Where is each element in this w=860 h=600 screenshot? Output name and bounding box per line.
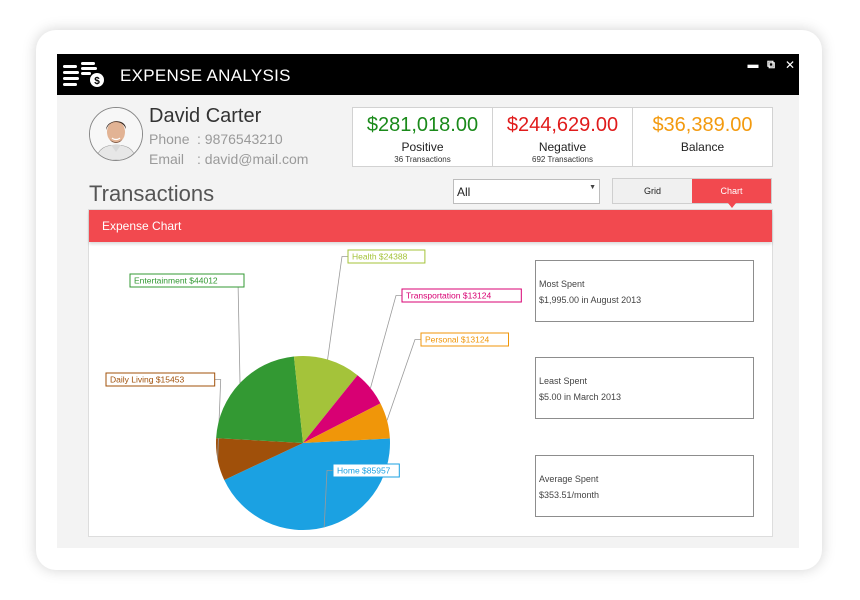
label-connector — [237, 280, 244, 383]
email-line: Email : david@mail.com — [149, 151, 308, 167]
phone-value: : 9876543210 — [197, 131, 283, 147]
user-avatar-icon — [90, 108, 142, 160]
slice-label-box — [401, 288, 522, 303]
slice-label-entertainment: Entertainment $44012 — [134, 276, 218, 286]
email-label: Email — [149, 151, 185, 167]
least-spent-card: Least Spent $5.00 in March 2013 — [535, 357, 754, 419]
restore-button[interactable]: ⧉ — [767, 59, 775, 71]
slice-label-box — [105, 372, 216, 387]
slice-label-box — [129, 273, 245, 288]
panel-title: Expense Chart — [102, 219, 182, 233]
pie-slice-home[interactable] — [224, 438, 390, 530]
chart-view-button[interactable]: Chart — [692, 179, 771, 208]
pie-slice-health[interactable] — [293, 356, 358, 443]
average-spent-label: Average Spent — [539, 474, 599, 484]
positive-transactions: 36 Transactions — [394, 155, 451, 164]
stats-summary: $281,018.00 Positive 36 Transactions $24… — [352, 107, 773, 167]
positive-amount: $281,018.00 — [366, 114, 479, 136]
phone-label: Phone — [149, 131, 190, 147]
most-spent-card: Most Spent $1,995.00 in August 2013 — [535, 260, 754, 322]
slice-label-box — [347, 249, 426, 264]
label-connector — [370, 295, 402, 389]
svg-text:$: $ — [94, 76, 100, 87]
slice-label-transportation: Transportation $13124 — [406, 291, 491, 301]
title-bar: $ EXPENSE ANALYSIS ▬ ⧉ ✕ — [57, 54, 799, 95]
label-connector — [327, 256, 348, 360]
slice-label-personal: Personal $13124 — [425, 335, 490, 345]
label-connector — [386, 339, 421, 421]
slice-label-box — [332, 463, 400, 478]
close-button[interactable]: ✕ — [784, 58, 796, 72]
expense-chart-panel: Expense Chart Home $85957 Daily Living $1… — [88, 209, 773, 537]
coins-dollar-icon: $ — [63, 62, 104, 87]
view-toggle: Grid Chart — [612, 178, 772, 208]
user-name: David Carter — [149, 105, 262, 127]
average-spent-value: $353.51/month — [539, 490, 600, 500]
negative-amount: $244,629.00 — [506, 114, 619, 136]
positive-label: Positive — [401, 140, 444, 154]
least-spent-label: Least Spent — [539, 376, 588, 386]
negative-transactions: 692 Transactions — [532, 155, 593, 164]
most-spent-value: $1,995.00 in August 2013 — [539, 295, 642, 305]
negative-label: Negative — [538, 140, 587, 154]
panel-header: Expense Chart — [89, 210, 772, 242]
stat-negative: $244,629.00 Negative 692 Transactions — [493, 108, 633, 166]
email-value: : david@mail.com — [197, 151, 309, 167]
pie-slice-personal[interactable] — [303, 403, 390, 443]
expense-pie-chart: Home $85957 Daily Living $15453 Entertainm… — [105, 249, 522, 530]
avatar — [89, 107, 143, 161]
phone-line: Phone : 9876543210 — [149, 131, 283, 147]
slice-label-home: Home $85957 — [337, 466, 391, 476]
stat-balance: $36,389.00 Balance — [633, 108, 772, 166]
balance-label: Balance — [680, 140, 725, 154]
pie-slice-entertainment[interactable] — [216, 356, 303, 443]
stat-positive: $281,018.00 Positive 36 Transactions — [353, 108, 493, 166]
minimize-button[interactable]: ▬ — [747, 59, 759, 71]
least-spent-value: $5.00 in March 2013 — [539, 392, 622, 402]
grid-view-button[interactable]: Grid — [613, 179, 692, 203]
slice-label-box — [420, 332, 509, 347]
filter-value: All — [457, 185, 471, 199]
balance-amount: $36,389.00 — [652, 114, 753, 136]
app-title: EXPENSE ANALYSIS — [120, 66, 291, 85]
slice-label-health: Health $24388 — [352, 252, 408, 262]
slice-label-daily-living: Daily Living $15453 — [110, 375, 184, 385]
pie-slice-transportation[interactable] — [303, 375, 381, 443]
app-window: $ EXPENSE ANALYSIS ▬ ⧉ ✕ David Carter Ph… — [57, 54, 799, 548]
filter-select[interactable]: All ▼ — [453, 179, 600, 204]
most-spent-label: Most Spent — [539, 279, 585, 289]
section-title: Transactions — [89, 181, 215, 206]
average-spent-card: Average Spent $353.51/month — [535, 455, 754, 517]
dropdown-arrow-icon[interactable]: ▼ — [589, 184, 596, 191]
label-connector — [323, 470, 333, 528]
pie-slice-daily-living[interactable] — [216, 438, 303, 480]
